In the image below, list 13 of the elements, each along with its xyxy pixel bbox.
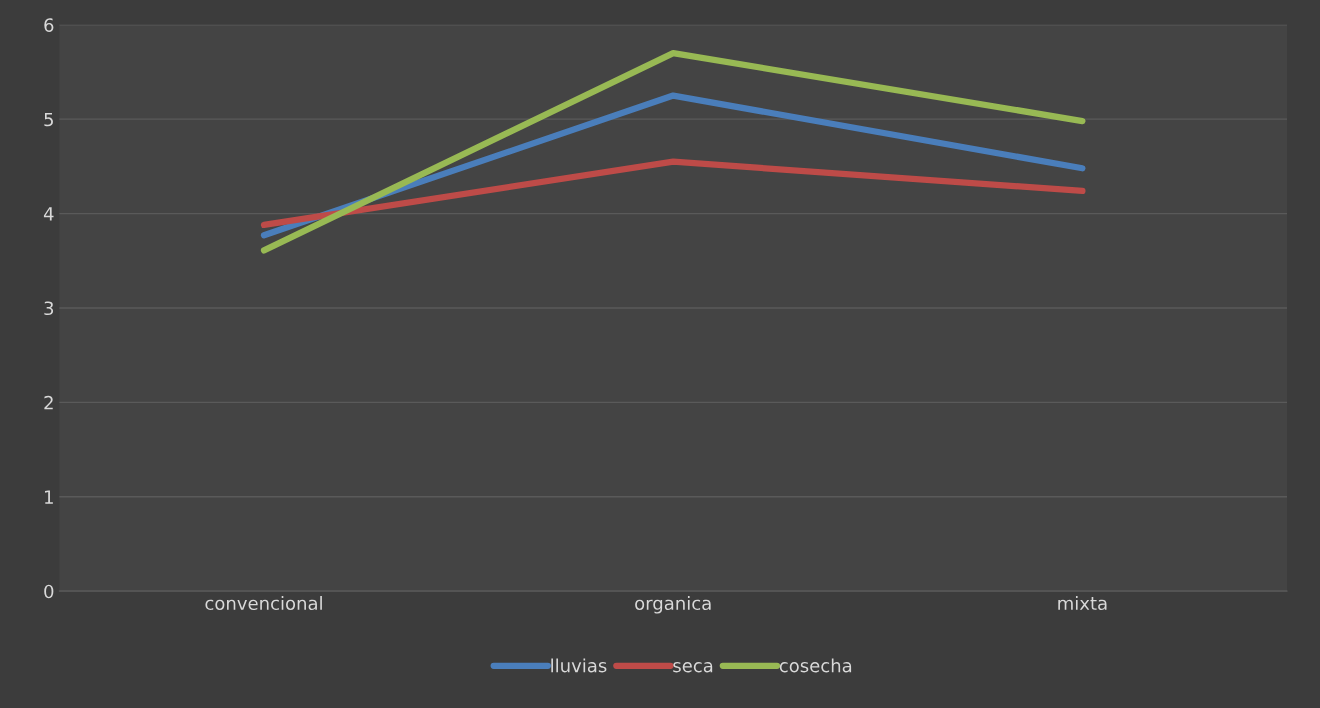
x-tick-label: mixta — [1058, 596, 1107, 611]
x-tick-label: convencional — [205, 596, 322, 611]
y-tick-label: 6 — [44, 18, 54, 32]
y-tick-label: 2 — [44, 395, 53, 410]
y-tick-label: 1 — [45, 490, 53, 504]
y-tick-label: 5 — [44, 112, 53, 127]
legend-label: cosecha — [779, 658, 852, 673]
x-tick-label: organica — [635, 596, 711, 614]
y-tick-label: 3 — [44, 301, 54, 316]
y-tick-label: 4 — [43, 207, 54, 221]
legend-label: lluvias — [551, 658, 607, 673]
y-tick-label: 0 — [44, 584, 54, 599]
legend-label: seca — [673, 662, 713, 673]
